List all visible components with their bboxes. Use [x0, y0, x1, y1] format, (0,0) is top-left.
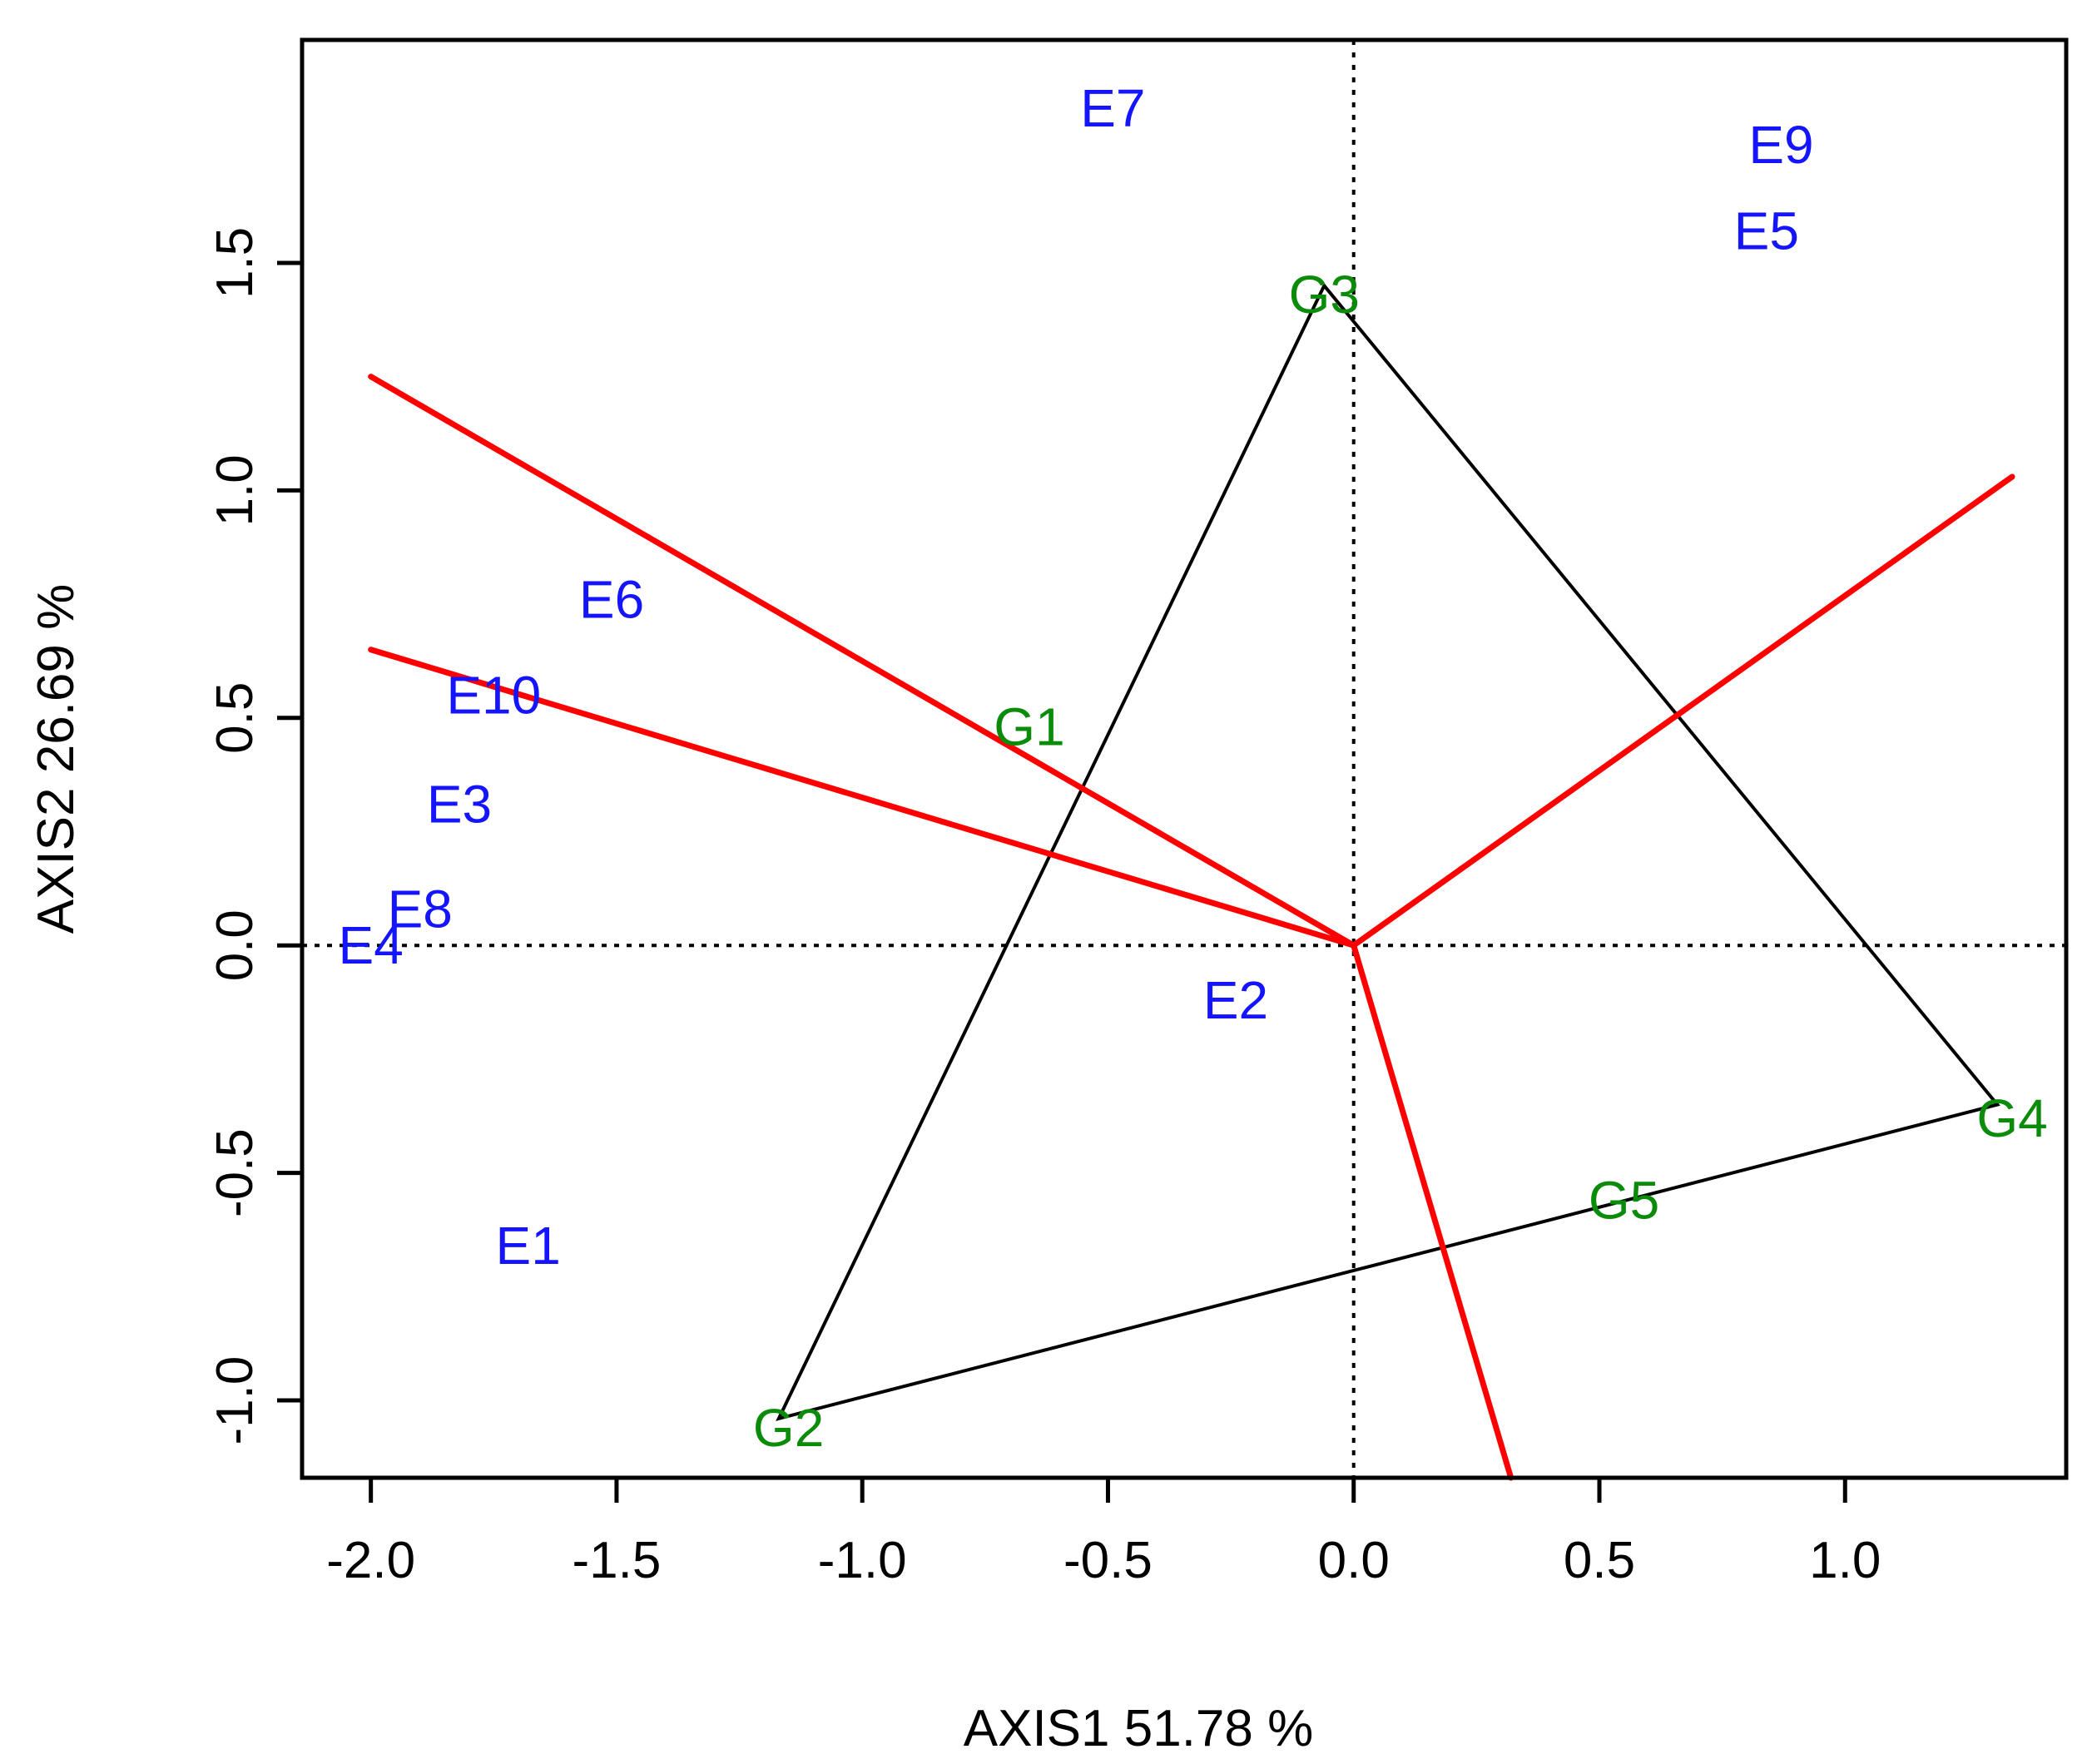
- environment-label: E1: [496, 1216, 561, 1276]
- x-tick-label: -1.5: [573, 1532, 662, 1589]
- environment-label: E2: [1203, 970, 1268, 1030]
- x-axis: -2.0 -1.5 -1.0 -0.5 0.0 0.5 1.0: [326, 1475, 1881, 1589]
- x-tick-label: 1.0: [1809, 1532, 1881, 1589]
- genotype-label: G3: [1289, 265, 1360, 325]
- genotype-label: G5: [1589, 1170, 1659, 1230]
- environment-label: E5: [1734, 201, 1799, 261]
- sector-ray-1: [368, 374, 1357, 949]
- y-tick-label: 0.5: [206, 682, 264, 754]
- sector-ray-2: [368, 647, 1357, 949]
- sector-ray-4: [1351, 942, 1514, 1481]
- genotype-label: G1: [994, 697, 1064, 757]
- environment-label: E8: [388, 879, 453, 939]
- genotype-label: G4: [1976, 1088, 2047, 1148]
- environment-label: E4: [339, 915, 404, 975]
- x-axis-title: AXIS1 51.78 %: [964, 1700, 1314, 1757]
- x-tick-label: -2.0: [326, 1532, 415, 1589]
- y-axis-title: AXIS2 26.69 %: [27, 584, 85, 934]
- y-axis: -1.0 -0.5 0.0 0.5 1.0 1.5: [206, 227, 305, 1445]
- y-tick-label: -0.5: [206, 1128, 264, 1217]
- genotype-label: G2: [753, 1398, 824, 1458]
- x-tick-label: -0.5: [1063, 1532, 1153, 1589]
- y-tick-label: 1.0: [206, 454, 264, 526]
- genotype-labels: G1 G2 G3 G4 G5: [753, 265, 2048, 1458]
- y-tick-label: 1.5: [206, 227, 264, 299]
- sector-ray-layer: [368, 374, 2015, 1481]
- environment-label: E9: [1748, 115, 1813, 175]
- x-tick-label: 0.0: [1318, 1532, 1390, 1589]
- y-tick-label: 0.0: [206, 909, 264, 981]
- environment-label: E3: [427, 775, 492, 835]
- environment-label: E7: [1080, 78, 1145, 138]
- environment-label: E10: [446, 665, 541, 725]
- environment-labels: E1 E2 E3 E4 E5 E6 E7 E8 E9 E10: [339, 78, 1814, 1276]
- sector-ray-3: [1351, 473, 2015, 949]
- x-tick-label: -1.0: [818, 1532, 907, 1589]
- reference-lines: [302, 40, 2066, 1478]
- y-tick-label: -1.0: [206, 1356, 264, 1445]
- x-tick-label: 0.5: [1564, 1532, 1635, 1589]
- environment-label: E6: [579, 570, 644, 630]
